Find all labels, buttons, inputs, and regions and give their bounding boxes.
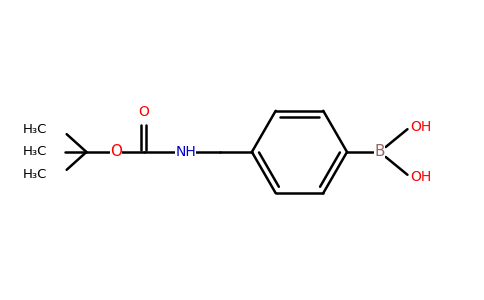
Text: H₃C: H₃C xyxy=(22,168,47,181)
Text: OH: OH xyxy=(411,170,432,184)
Text: B: B xyxy=(375,145,385,160)
Text: O: O xyxy=(110,145,122,160)
Text: H₃C: H₃C xyxy=(22,146,47,158)
Text: NH: NH xyxy=(175,145,196,159)
Text: H₃C: H₃C xyxy=(22,123,47,136)
Text: OH: OH xyxy=(411,120,432,134)
Text: O: O xyxy=(138,105,150,119)
